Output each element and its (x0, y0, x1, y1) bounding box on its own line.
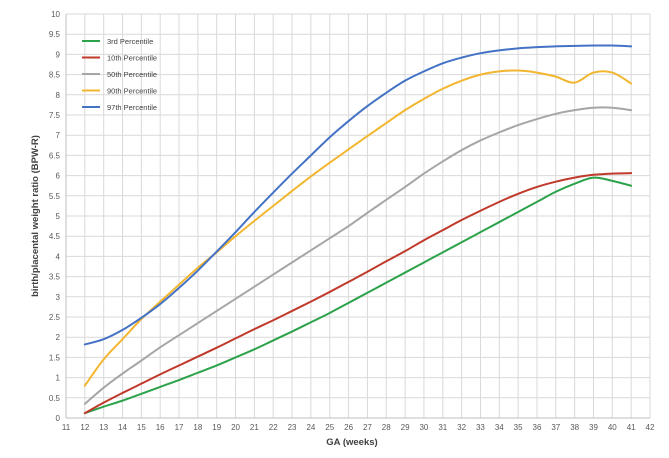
series-line-10th-percentile (83, 172, 633, 415)
series-line-97th-percentile (83, 44, 633, 346)
x-tick-label: 14 (118, 423, 127, 432)
x-tick-label: 26 (344, 423, 353, 432)
y-tick-label: 9 (56, 50, 61, 59)
legend-label-97th-percentile: 97th Percentile (107, 103, 157, 112)
y-tick-label: 0.5 (49, 394, 61, 403)
x-tick-label: 22 (269, 423, 278, 432)
x-axis-title: GA (weeks) (326, 437, 377, 448)
x-tick-label: 13 (99, 423, 108, 432)
legend-label-90th-percentile: 90th Percentile (107, 87, 157, 96)
x-tick-label: 24 (306, 423, 315, 432)
x-tick-label: 35 (514, 423, 523, 432)
x-tick-label: 32 (457, 423, 466, 432)
x-tick-label: 18 (193, 423, 202, 432)
y-tick-label: 1 (56, 374, 61, 383)
y-tick-label: 6.5 (49, 151, 61, 160)
y-tick-label: 2 (56, 333, 61, 342)
series-line-50th-percentile (83, 106, 633, 405)
x-tick-label: 29 (401, 423, 410, 432)
x-tick-label: 17 (175, 423, 184, 432)
x-tick-label: 40 (608, 423, 617, 432)
legend-label-3rd-percentile: 3rd Percentile (107, 37, 153, 46)
y-tick-label: 7 (56, 131, 61, 140)
series-line-3rd-percentile (83, 176, 633, 415)
y-axis-title: birth/placental weight ratio (BPW-R) (30, 135, 41, 297)
y-tick-label: 0 (56, 414, 61, 423)
x-tick-label: 42 (646, 423, 655, 432)
gridlines (65, 13, 651, 419)
x-tick-label: 23 (288, 423, 297, 432)
x-tick-label: 37 (551, 423, 560, 432)
y-tick-labels: 0 0.5 1 1.5 2 2.5 3 3.5 4 4.5 5 5.5 6 6.5 7 7.5 8 8.5 9 9.5… (49, 10, 61, 423)
x-tick-label: 20 (231, 423, 240, 432)
x-tick-labels: 11 12 13 14 15 16 17 18 19 20 21 22 23 24 25 26 27 28 29 30… (62, 423, 655, 432)
x-tick-label: 33 (476, 423, 485, 432)
y-tick-label: 1.5 (49, 353, 61, 362)
legend: 3rd Percentile 10th Percentile 50th Percen… (82, 37, 157, 112)
x-tick-label: 27 (363, 423, 372, 432)
y-tick-label: 8.5 (49, 71, 61, 80)
x-tick-label: 38 (570, 423, 579, 432)
legend-label-10th-percentile: 10th Percentile (107, 54, 157, 63)
legend-label-50th-percentile: 50th Percentile (107, 70, 157, 79)
y-tick-label: 3 (56, 293, 61, 302)
x-tick-label: 12 (80, 423, 89, 432)
x-tick-label: 30 (419, 423, 428, 432)
y-tick-label: 9.5 (49, 30, 61, 39)
x-tick-label: 34 (495, 423, 504, 432)
x-tick-label: 41 (627, 423, 636, 432)
y-tick-label: 4.5 (49, 232, 61, 241)
series-line-90th-percentile (83, 69, 633, 387)
x-tick-label: 36 (533, 423, 542, 432)
x-tick-label: 25 (325, 423, 334, 432)
y-tick-label: 6 (56, 172, 61, 181)
y-tick-label: 10 (51, 10, 60, 19)
series-lines (83, 44, 633, 415)
axes (65, 14, 650, 419)
y-tick-label: 5.5 (49, 192, 61, 201)
x-tick-label: 11 (62, 423, 71, 432)
x-tick-label: 19 (212, 423, 221, 432)
y-tick-label: 4 (56, 252, 61, 261)
x-tick-label: 31 (438, 423, 447, 432)
x-tick-label: 15 (137, 423, 146, 432)
y-tick-label: 7.5 (49, 111, 61, 120)
x-tick-label: 16 (156, 423, 165, 432)
y-tick-label: 2.5 (49, 313, 61, 322)
y-tick-label: 3.5 (49, 273, 61, 282)
x-tick-label: 28 (382, 423, 391, 432)
y-tick-label: 5 (56, 212, 61, 221)
x-tick-label: 39 (589, 423, 598, 432)
x-tick-label: 21 (250, 423, 259, 432)
y-tick-label: 8 (56, 91, 61, 100)
